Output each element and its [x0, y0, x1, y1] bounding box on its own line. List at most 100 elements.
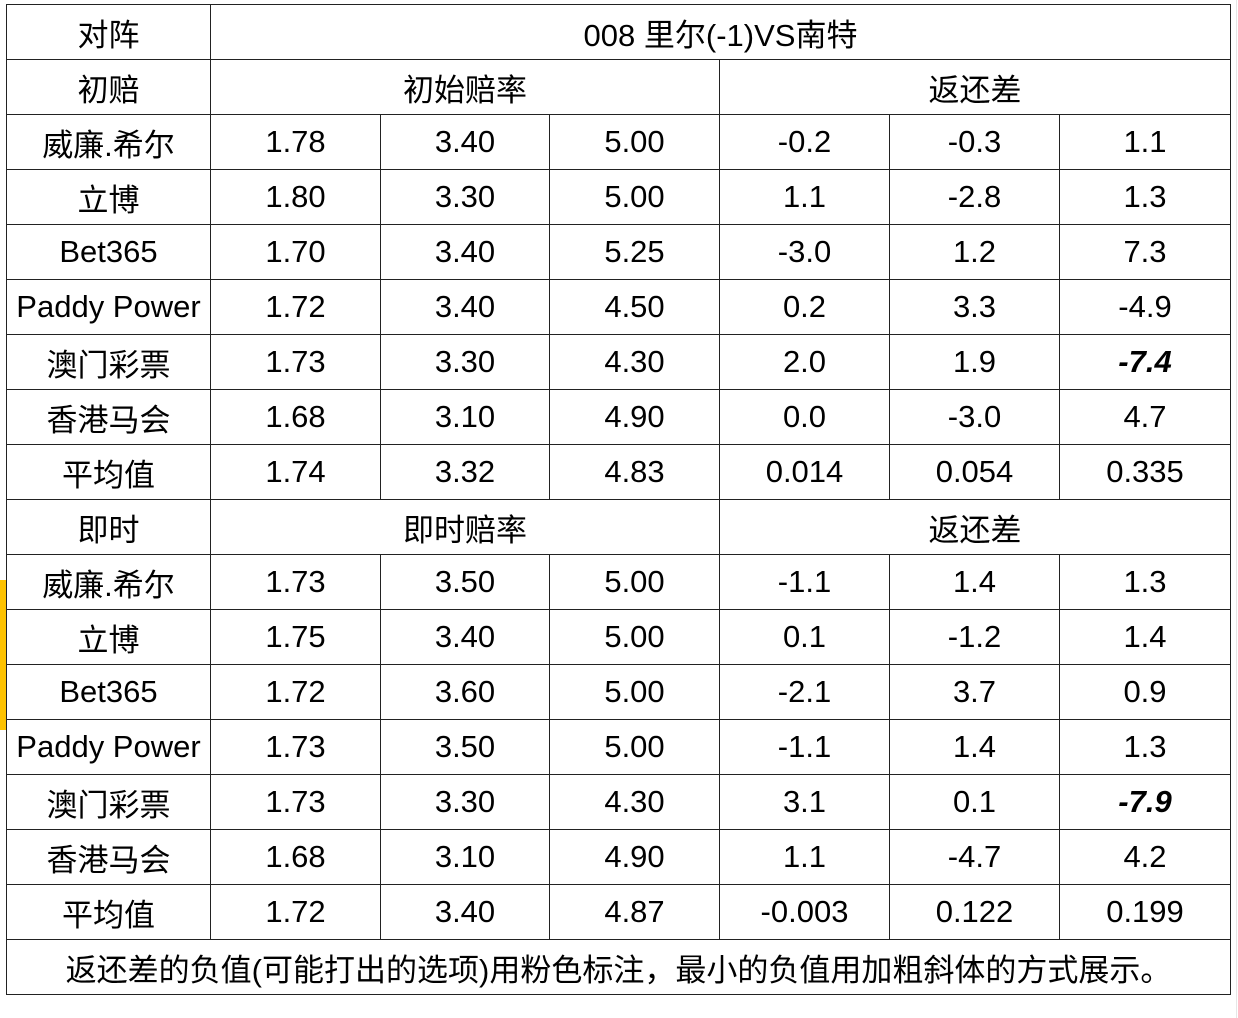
odds-cell[interactable]: 4.30 [549, 774, 720, 830]
average-odds-cell[interactable]: 1.72 [210, 884, 381, 940]
return-diff-cell[interactable]: 1.4 [889, 554, 1060, 610]
odds-cell[interactable]: 5.00 [549, 609, 720, 665]
return-diff-cell[interactable]: 1.1 [1059, 114, 1231, 170]
bookmaker-name[interactable]: 威廉.希尔 [6, 554, 211, 610]
odds-cell[interactable]: 3.40 [380, 224, 550, 280]
return-diff-cell[interactable]: -0.2 [719, 114, 890, 170]
return-diff-cell[interactable]: -1.2 [889, 609, 1060, 665]
odds-cell[interactable]: 1.72 [210, 664, 381, 720]
odds-cell[interactable]: 3.40 [380, 279, 550, 335]
return-diff-cell[interactable]: 0.1 [889, 774, 1060, 830]
odds-header[interactable]: 即时赔率 [210, 499, 720, 555]
return-diff-cell[interactable]: 1.1 [719, 829, 890, 885]
section-label[interactable]: 即时 [6, 499, 211, 555]
odds-cell[interactable]: 5.00 [549, 664, 720, 720]
return-diff-cell[interactable]: 0.9 [1059, 664, 1231, 720]
odds-cell[interactable]: 3.40 [380, 609, 550, 665]
odds-cell[interactable]: 5.00 [549, 719, 720, 775]
average-diff-cell[interactable]: 0.054 [889, 444, 1060, 500]
footnote[interactable]: 返还差的负值(可能打出的选项)用粉色标注，最小的负值用加粗斜体的方式展示。 [6, 939, 1231, 995]
odds-cell[interactable]: 3.60 [380, 664, 550, 720]
odds-cell[interactable]: 5.00 [549, 554, 720, 610]
odds-cell[interactable]: 4.90 [549, 829, 720, 885]
odds-cell[interactable]: 5.00 [549, 114, 720, 170]
return-diff-cell[interactable]: 1.3 [1059, 554, 1231, 610]
odds-cell[interactable]: 1.75 [210, 609, 381, 665]
return-diff-cell[interactable]: 4.7 [1059, 389, 1231, 445]
average-diff-cell[interactable]: 0.199 [1059, 884, 1231, 940]
bookmaker-name[interactable]: Bet365 [6, 664, 211, 720]
return-diff-cell[interactable]: 3.3 [889, 279, 1060, 335]
average-label[interactable]: 平均值 [6, 444, 211, 500]
diff-header[interactable]: 返还差 [719, 499, 1231, 555]
return-diff-cell[interactable]: 0.1 [719, 609, 890, 665]
odds-cell[interactable]: 1.73 [210, 554, 381, 610]
odds-cell[interactable]: 1.72 [210, 279, 381, 335]
match-title[interactable]: 008 里尔(-1)VS南特 [210, 4, 1231, 60]
return-diff-cell[interactable]: 1.2 [889, 224, 1060, 280]
odds-cell[interactable]: 3.10 [380, 389, 550, 445]
return-diff-cell[interactable]: -2.8 [889, 169, 1060, 225]
return-diff-cell[interactable]: -2.1 [719, 664, 890, 720]
average-label[interactable]: 平均值 [6, 884, 211, 940]
bookmaker-name[interactable]: Bet365 [6, 224, 211, 280]
average-odds-cell[interactable]: 3.32 [380, 444, 550, 500]
average-diff-cell[interactable]: 0.335 [1059, 444, 1231, 500]
return-diff-cell[interactable]: -4.9 [1059, 279, 1231, 335]
odds-cell[interactable]: 1.68 [210, 389, 381, 445]
average-odds-cell[interactable]: 4.83 [549, 444, 720, 500]
return-diff-cell[interactable]: 1.1 [719, 169, 890, 225]
return-diff-cell[interactable]: 0.2 [719, 279, 890, 335]
return-diff-cell[interactable]: -7.9 [1059, 774, 1231, 830]
return-diff-cell[interactable]: -3.0 [719, 224, 890, 280]
odds-cell[interactable]: 3.30 [380, 169, 550, 225]
return-diff-cell[interactable]: -7.4 [1059, 334, 1231, 390]
section-label[interactable]: 初赔 [6, 59, 211, 115]
average-diff-cell[interactable]: 0.122 [889, 884, 1060, 940]
odds-cell[interactable]: 3.30 [380, 334, 550, 390]
bookmaker-name[interactable]: 立博 [6, 609, 211, 665]
bookmaker-name[interactable]: 香港马会 [6, 389, 211, 445]
return-diff-cell[interactable]: 1.4 [1059, 609, 1231, 665]
bookmaker-name[interactable]: 香港马会 [6, 829, 211, 885]
odds-cell[interactable]: 1.80 [210, 169, 381, 225]
average-diff-cell[interactable]: -0.003 [719, 884, 890, 940]
return-diff-cell[interactable]: 3.1 [719, 774, 890, 830]
diff-header[interactable]: 返还差 [719, 59, 1231, 115]
return-diff-cell[interactable]: 1.4 [889, 719, 1060, 775]
odds-cell[interactable]: 1.73 [210, 719, 381, 775]
average-odds-cell[interactable]: 4.87 [549, 884, 720, 940]
matchup-label[interactable]: 对阵 [6, 4, 211, 60]
odds-header[interactable]: 初始赔率 [210, 59, 720, 115]
bookmaker-name[interactable]: 澳门彩票 [6, 774, 211, 830]
return-diff-cell[interactable]: -4.7 [889, 829, 1060, 885]
return-diff-cell[interactable]: -1.1 [719, 719, 890, 775]
bookmaker-name[interactable]: Paddy Power [6, 279, 211, 335]
return-diff-cell[interactable]: 1.3 [1059, 719, 1231, 775]
return-diff-cell[interactable]: -3.0 [889, 389, 1060, 445]
odds-cell[interactable]: 3.50 [380, 554, 550, 610]
odds-cell[interactable]: 1.70 [210, 224, 381, 280]
odds-cell[interactable]: 3.50 [380, 719, 550, 775]
odds-cell[interactable]: 1.78 [210, 114, 381, 170]
odds-cell[interactable]: 5.25 [549, 224, 720, 280]
bookmaker-name[interactable]: Paddy Power [6, 719, 211, 775]
odds-cell[interactable]: 4.90 [549, 389, 720, 445]
average-odds-cell[interactable]: 3.40 [380, 884, 550, 940]
average-odds-cell[interactable]: 1.74 [210, 444, 381, 500]
odds-cell[interactable]: 3.30 [380, 774, 550, 830]
return-diff-cell[interactable]: 0.0 [719, 389, 890, 445]
return-diff-cell[interactable]: 1.3 [1059, 169, 1231, 225]
odds-cell[interactable]: 1.73 [210, 774, 381, 830]
odds-cell[interactable]: 1.73 [210, 334, 381, 390]
return-diff-cell[interactable]: 4.2 [1059, 829, 1231, 885]
average-diff-cell[interactable]: 0.014 [719, 444, 890, 500]
odds-cell[interactable]: 3.40 [380, 114, 550, 170]
odds-cell[interactable]: 1.68 [210, 829, 381, 885]
odds-cell[interactable]: 4.30 [549, 334, 720, 390]
return-diff-cell[interactable]: 1.9 [889, 334, 1060, 390]
return-diff-cell[interactable]: 2.0 [719, 334, 890, 390]
odds-cell[interactable]: 5.00 [549, 169, 720, 225]
bookmaker-name[interactable]: 澳门彩票 [6, 334, 211, 390]
return-diff-cell[interactable]: -0.3 [889, 114, 1060, 170]
